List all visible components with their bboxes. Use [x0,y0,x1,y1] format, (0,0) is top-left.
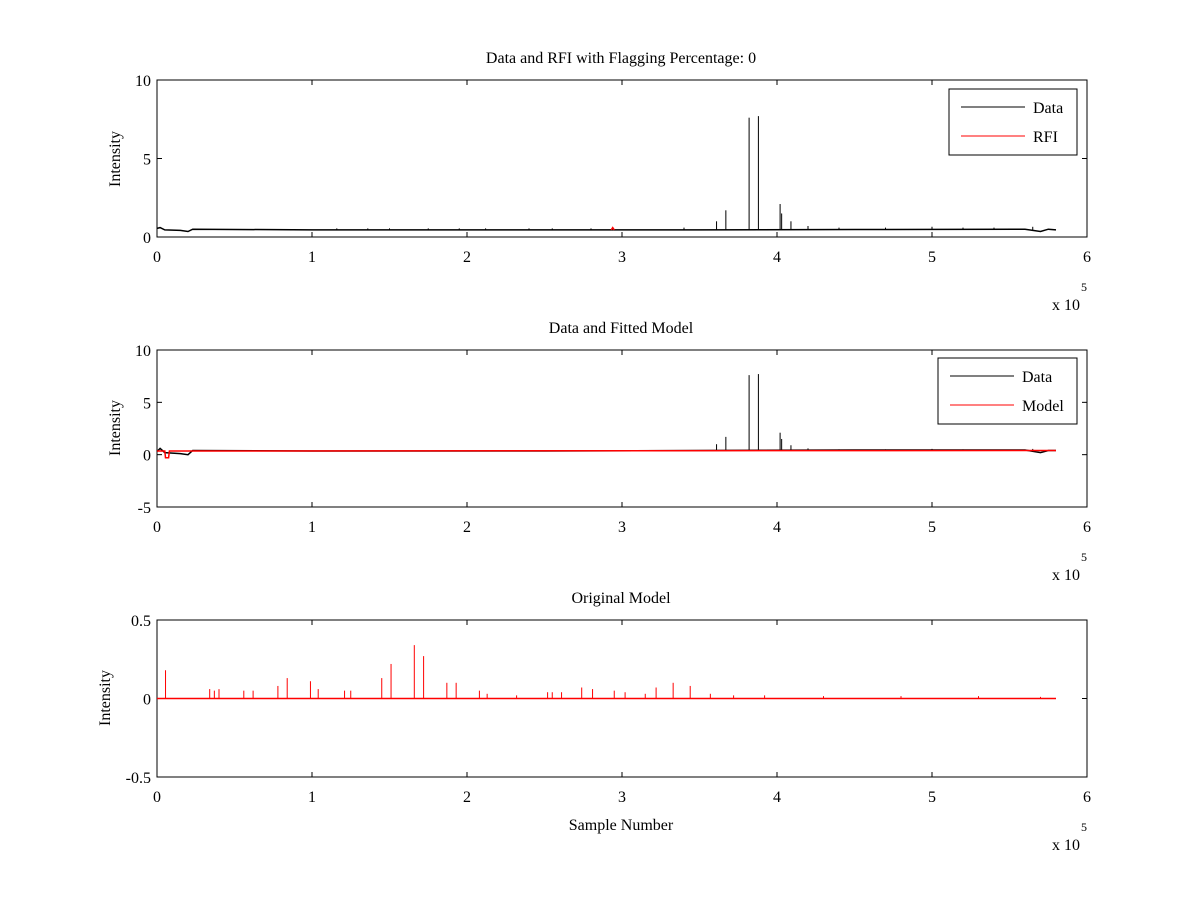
y-tick-label: -0.5 [126,770,151,787]
panel-title: Original Model [571,590,671,607]
x-multiplier-base: x 10 [1052,567,1080,584]
x-tick-label: 5 [928,789,936,806]
x-tick-label: 5 [928,249,936,266]
y-tick-label: 10 [135,343,151,360]
x-multiplier-exponent: 5 [1081,550,1087,564]
panel-title: Data and Fitted Model [549,320,694,337]
x-tick-label: 3 [618,519,626,536]
x-tick-label: 2 [463,519,471,536]
x-tick-label: 0 [153,789,161,806]
axes-box [156,349,1088,508]
legend-label: RFI [1033,129,1058,146]
legend-label: Data [1022,369,1052,386]
y-tick-label: 0 [143,692,151,709]
x-tick-label: 4 [773,789,781,806]
series-line [610,226,615,231]
y-axis-label: Intensity [107,131,124,187]
plot-area: 0 1 2 3 4 5 6-0.500.5 [126,613,1091,806]
plot-area: 0 1 2 3 4 5 6 0 5 10 Data RFI [135,73,1091,266]
x-tick-label: 6 [1083,249,1091,266]
y-tick-label: -5 [138,500,151,517]
x-multiplier-exponent: 5 [1081,280,1087,294]
x-tick-label: 5 [928,519,936,536]
x-tick-label: 3 [618,789,626,806]
x-tick-label: 1 [308,519,316,536]
x-tick-label: 2 [463,249,471,266]
legend-label: Data [1033,100,1063,117]
y-axis-label: Intensity [107,400,124,456]
x-tick-label: 3 [618,249,626,266]
panel-original-model: Original Model Intensity 0 1 2 3 4 5 6-0.500.5… [97,590,1091,854]
y-tick-label: 5 [143,395,151,412]
x-multiplier-base: x 10 [1052,837,1080,854]
x-tick-label: 0 [153,519,161,536]
x-tick-label: 2 [463,789,471,806]
legend: Data Model [937,357,1078,425]
x-tick-label: 4 [773,519,781,536]
legend-box [937,357,1078,425]
y-axis-label: Intensity [97,670,114,726]
series-model [157,449,1057,459]
y-tick-label: 10 [135,73,151,90]
x-tick-label: 4 [773,249,781,266]
panel-data-rfi: Data and RFI with Flagging Percentage: 0… [107,50,1091,314]
legend: Data RFI [948,88,1078,156]
y-tick-label: 0.5 [131,613,151,630]
x-tick-label: 1 [308,249,316,266]
series-rfi [610,226,615,231]
y-tick-label: 0 [143,230,151,247]
x-tick-label: 6 [1083,519,1091,536]
axes-box [156,79,1088,238]
x-tick-label: 0 [153,249,161,266]
x-axis-label: Sample Number [569,817,674,834]
series-model-line [157,645,1056,700]
x-tick-label: 1 [308,789,316,806]
legend-label: Model [1022,398,1064,415]
y-tick-label: 5 [143,152,151,169]
panel-title: Data and RFI with Flagging Percentage: 0 [486,50,756,67]
x-tick-label: 6 [1083,789,1091,806]
series-line [157,449,1057,459]
series-data [156,116,1057,233]
x-multiplier-base: x 10 [1052,297,1080,314]
panel-data-model: Data and Fitted Model Intensity 0 1 2 3 4 5 6 -… [107,320,1091,584]
y-tick-label: 0 [143,448,151,465]
legend-box [948,88,1078,156]
x-multiplier-exponent: 5 [1081,820,1087,834]
